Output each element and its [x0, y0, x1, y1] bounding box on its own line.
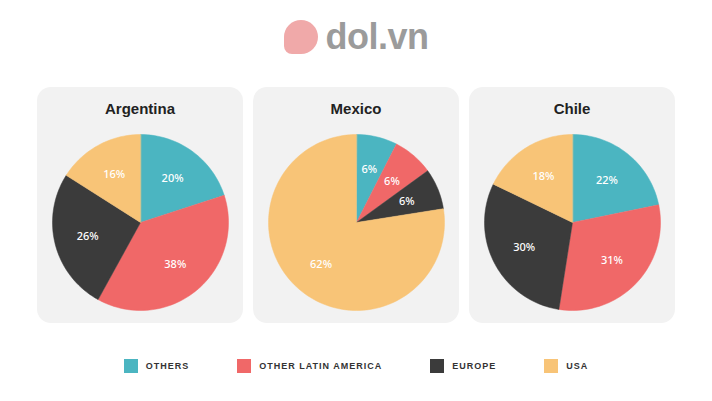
html-text:OTHERS: OTHERS — [145, 361, 190, 371]
svg-text:6%: 6% — [399, 193, 415, 208]
html-text:USA: USA — [566, 361, 589, 371]
svg-text:6%: 6% — [361, 161, 377, 176]
svg-text:62%: 62% — [310, 256, 332, 271]
html-text:Argentina: Argentina — [105, 100, 175, 117]
html-text:dol.vn: dol.vn — [325, 16, 429, 57]
svg-text:18%: 18% — [533, 168, 555, 183]
svg-text:22%: 22% — [596, 172, 618, 187]
svg-text:6%: 6% — [384, 173, 400, 188]
svg-text:30%: 30% — [513, 239, 535, 254]
html-text:OTHER LATIN AMERICA: OTHER LATIN AMERICA — [259, 361, 383, 371]
svg-text:38%: 38% — [164, 256, 186, 271]
html-text:EUROPE: EUROPE — [452, 361, 497, 371]
html-text:Mexico: Mexico — [330, 100, 382, 117]
html-text:Chile: Chile — [553, 100, 591, 117]
svg-text:20%: 20% — [162, 170, 184, 185]
svg-text:26%: 26% — [77, 228, 99, 243]
svg-text:31%: 31% — [601, 252, 623, 267]
svg-text:16%: 16% — [103, 166, 125, 181]
